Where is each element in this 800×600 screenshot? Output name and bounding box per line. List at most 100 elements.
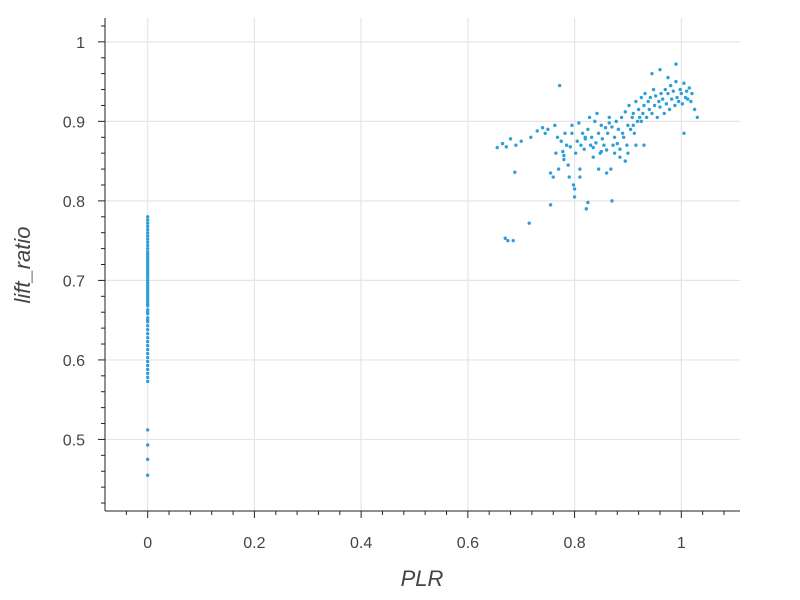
- data-point: [145, 215, 150, 219]
- data-point: [634, 99, 638, 104]
- data-point: [145, 278, 150, 283]
- data-point: [145, 250, 150, 254]
- data-point: [145, 428, 150, 432]
- data-point: [145, 295, 150, 299]
- data-point: [145, 371, 150, 376]
- data-point: [535, 129, 539, 133]
- y-tick-label: 0.9: [63, 114, 85, 131]
- data-point: [504, 145, 508, 149]
- data-point: [145, 276, 150, 280]
- data-point: [600, 137, 605, 141]
- data-point: [690, 91, 694, 96]
- data-point: [583, 135, 587, 139]
- y-tick-label: 0.6: [63, 353, 85, 370]
- data-point: [591, 145, 595, 150]
- data-point: [666, 91, 670, 96]
- data-point: [145, 316, 150, 320]
- y-tick-label: 0.5: [63, 432, 85, 449]
- y-axis-title: lift_ratio: [10, 226, 35, 303]
- data-point: [596, 131, 601, 135]
- data-point: [145, 290, 150, 295]
- data-point: [644, 115, 649, 120]
- data-point: [604, 171, 609, 175]
- data-point: [580, 131, 585, 135]
- data-point: [556, 167, 561, 171]
- data-point: [639, 119, 643, 124]
- data-point: [145, 355, 150, 360]
- data-point: [562, 157, 566, 162]
- data-point: [595, 111, 599, 116]
- data-point: [589, 135, 594, 139]
- data-point: [648, 95, 653, 100]
- data-point: [610, 199, 614, 203]
- data-point: [578, 167, 582, 171]
- y-tick-label: 1: [76, 35, 85, 52]
- data-point: [666, 75, 670, 80]
- data-point: [145, 254, 150, 259]
- data-point: [682, 81, 686, 85]
- data-point: [145, 347, 150, 352]
- data-point: [582, 147, 586, 151]
- data-point: [584, 207, 589, 211]
- data-point: [527, 221, 531, 225]
- data-point: [543, 131, 547, 135]
- data-point: [620, 131, 625, 135]
- data-point: [692, 107, 697, 112]
- data-point: [684, 89, 689, 93]
- data-point: [607, 121, 611, 125]
- data-point: [555, 135, 560, 139]
- data-point: [611, 143, 615, 147]
- data-point: [551, 175, 555, 179]
- data-point: [614, 119, 618, 124]
- data-point: [596, 167, 601, 171]
- data-points: [145, 62, 700, 477]
- data-point: [674, 62, 678, 66]
- data-point: [646, 99, 650, 104]
- data-point: [557, 83, 562, 88]
- data-point: [577, 121, 581, 125]
- data-point: [145, 273, 150, 278]
- data-point: [571, 183, 576, 187]
- data-point: [578, 175, 582, 179]
- data-point: [643, 91, 647, 96]
- data-point: [658, 67, 662, 72]
- data-point: [637, 115, 642, 120]
- data-point: [145, 246, 150, 251]
- data-point: [623, 110, 627, 114]
- data-point: [687, 86, 692, 90]
- data-point: [511, 238, 515, 243]
- data-point: [572, 187, 577, 191]
- data-point: [145, 300, 150, 304]
- data-point: [673, 103, 677, 108]
- x-axis-ticks: 0 0.2 0.4 0.6 0.8 1: [125, 511, 725, 552]
- data-point: [625, 143, 629, 147]
- data-point: [540, 126, 545, 130]
- data-point: [642, 143, 646, 147]
- y-axis-ticks: 0.5 0.6 0.7 0.8 0.9 1: [63, 25, 105, 504]
- data-point: [568, 145, 573, 149]
- data-point: [559, 139, 563, 143]
- data-point: [674, 79, 678, 84]
- data-point: [145, 227, 150, 232]
- data-point: [566, 163, 570, 167]
- data-point: [145, 359, 150, 364]
- data-point: [664, 102, 669, 106]
- grid-lines: [105, 18, 740, 511]
- data-point: [145, 262, 150, 266]
- data-point: [682, 131, 686, 135]
- data-point: [508, 137, 513, 141]
- data-point: [145, 308, 150, 312]
- data-point: [634, 143, 638, 147]
- x-tick-label: 0.2: [243, 535, 265, 552]
- data-point: [145, 288, 150, 292]
- data-point: [630, 115, 634, 120]
- y-tick-label: 0.7: [63, 273, 85, 290]
- data-point: [655, 115, 659, 120]
- data-point: [145, 266, 150, 271]
- data-point: [667, 107, 672, 112]
- data-point: [619, 115, 624, 120]
- x-tick-label: 0: [143, 535, 152, 552]
- data-point: [145, 269, 150, 273]
- data-point: [553, 123, 557, 128]
- data-point: [642, 103, 646, 108]
